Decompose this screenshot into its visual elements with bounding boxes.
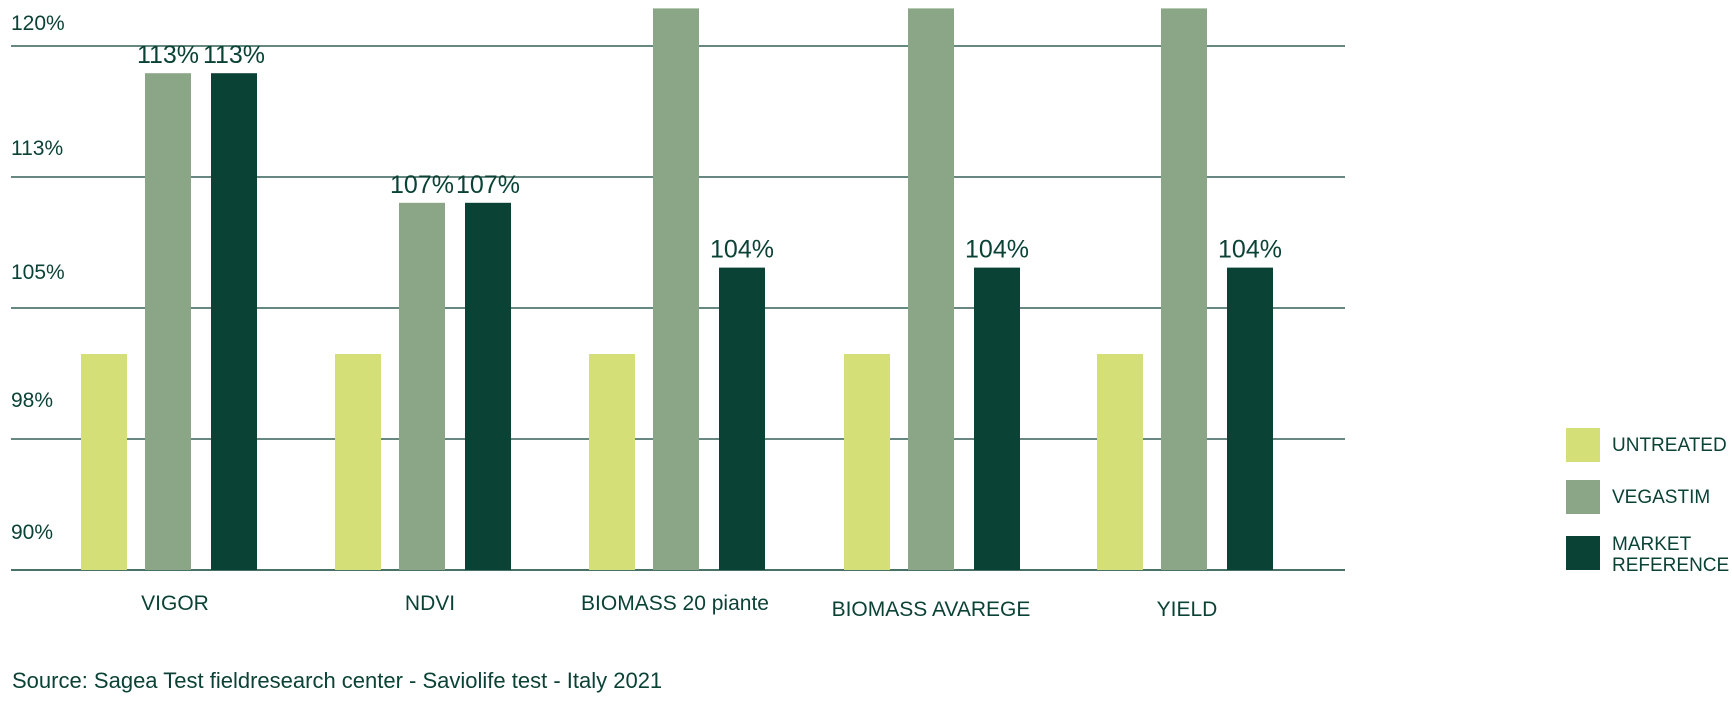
bar-market-reference xyxy=(719,267,765,570)
y-tick-label: 120% xyxy=(11,12,65,35)
value-label: 113% xyxy=(203,41,265,69)
bar-vegastim xyxy=(653,8,699,570)
bar-untreated xyxy=(844,354,890,570)
x-axis-category-labels: VIGOR NDVI BIOMASS 20 piante BIOMASS AVAREG… xyxy=(141,592,1217,621)
y-tick-label: 113% xyxy=(11,137,63,160)
y-axis-tick-labels: 90% 98% 105% 113% 120% xyxy=(11,12,65,544)
value-label: 104% xyxy=(710,236,774,264)
value-label: 116% xyxy=(645,0,707,4)
legend-label: MARKET xyxy=(1612,534,1692,555)
value-label: 104% xyxy=(1218,236,1282,264)
x-category-label: NDVI xyxy=(405,592,455,615)
source-note: Source: Sagea Test fieldresearch center … xyxy=(12,668,663,693)
value-label: 107% xyxy=(390,171,454,199)
value-labels: 113%113% 107%107% 116% 104% 116% 104% 116% 104% xyxy=(137,0,1282,264)
legend-label: VEGASTIM xyxy=(1612,487,1710,508)
x-category-label: BIOMASS 20 piante xyxy=(581,592,769,615)
legend-label: REFERENCE xyxy=(1612,555,1729,576)
legend-swatch xyxy=(1566,536,1600,570)
x-category-label: VIGOR xyxy=(141,592,209,615)
legend-swatch xyxy=(1566,480,1600,514)
bar-vegastim xyxy=(399,202,445,571)
value-label: 113% xyxy=(137,41,199,69)
bar-market-reference xyxy=(974,267,1020,570)
bars xyxy=(81,8,1273,571)
x-category-label: YIELD xyxy=(1157,598,1218,621)
bar-market-reference xyxy=(465,202,511,571)
x-category-label: BIOMASS AVAREGE xyxy=(832,598,1031,621)
bar-market-reference xyxy=(1227,267,1273,570)
bar-untreated xyxy=(1097,354,1143,570)
bar-vegastim xyxy=(1161,8,1207,570)
bar-untreated xyxy=(335,354,381,570)
value-label: 116% xyxy=(1153,0,1215,4)
value-label: 104% xyxy=(965,236,1029,264)
y-tick-label: 98% xyxy=(11,389,53,412)
bar-market-reference xyxy=(211,73,257,570)
value-label: 107% xyxy=(456,171,520,199)
y-tick-label: 90% xyxy=(11,521,53,544)
bar-untreated xyxy=(81,354,127,570)
bar-vegastim xyxy=(908,8,954,570)
bar-vegastim xyxy=(145,73,191,570)
legend-swatch xyxy=(1566,428,1600,462)
value-label: 116% xyxy=(900,0,962,4)
legend-label: UNTREATED xyxy=(1612,435,1727,456)
y-tick-label: 105% xyxy=(11,261,65,284)
bar-untreated xyxy=(589,354,635,570)
